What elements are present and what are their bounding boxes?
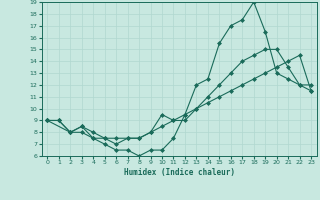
X-axis label: Humidex (Indice chaleur): Humidex (Indice chaleur) <box>124 168 235 177</box>
